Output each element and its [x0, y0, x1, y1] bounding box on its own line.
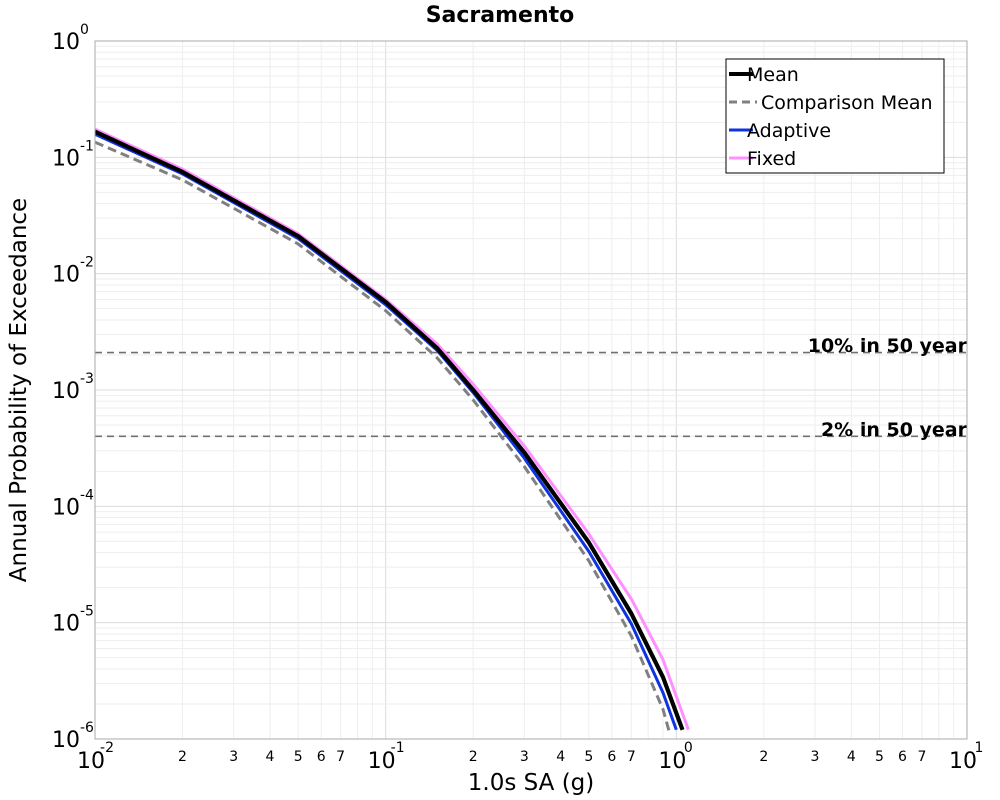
- x-minor-tick-label: 3: [520, 749, 529, 765]
- x-minor-tick-label: 5: [875, 749, 884, 765]
- legend-box: [725, 58, 945, 174]
- x-tick-label: 10: [949, 749, 977, 774]
- y-tick-label: 10: [52, 146, 80, 171]
- legend-label: Adaptive: [747, 120, 831, 142]
- reference-line-label: 10% in 50 year: [808, 335, 968, 357]
- x-minor-tick-label: 7: [627, 749, 636, 765]
- legend-label: Mean: [747, 64, 799, 86]
- x-tick-exponent: -1: [391, 740, 405, 756]
- series-lines: [95, 127, 690, 735]
- plot-border: [94, 40, 968, 740]
- legend: Mean Comparison Mean Adaptive Fixed: [725, 58, 945, 174]
- x-tick-exponent: 0: [684, 740, 693, 756]
- x-minor-tick-label: 3: [229, 749, 238, 765]
- x-minor-tick-label: 6: [607, 749, 616, 765]
- x-tick-label: 10: [658, 749, 686, 774]
- x-minor-tick-label: 7: [336, 749, 345, 765]
- x-minor-tick-label: 2: [178, 749, 187, 765]
- y-tick-label: 10: [52, 612, 80, 637]
- y-tick-label: 10: [52, 495, 80, 520]
- x-minor-tick-label: 4: [556, 749, 565, 765]
- y-tick-label: 10: [52, 379, 80, 404]
- y-tick-exponent: -2: [80, 255, 94, 271]
- grid: [94, 41, 967, 740]
- x-tick-exponent: 1: [975, 740, 984, 756]
- chart-title: Sacramento: [426, 3, 575, 28]
- x-minor-tick-label: 6: [317, 749, 326, 765]
- y-tick-exponent: 0: [80, 22, 89, 38]
- x-tick-exponent: -2: [100, 740, 114, 756]
- x-axis-title: 1.0s SA (g): [468, 770, 595, 796]
- x-minor-tick-label: 2: [759, 749, 768, 765]
- reference-lines: 10% in 50 year 2% in 50 year: [95, 335, 968, 441]
- x-minor-tick-label: 6: [898, 749, 907, 765]
- x-tick-label: 10: [368, 749, 396, 774]
- y-axis-title: Annual Probability of Exceedance: [6, 198, 32, 582]
- y-tick-label: 10: [52, 728, 80, 753]
- y-tick-exponent: -1: [80, 138, 94, 154]
- series-line-comparison-mean: [95, 140, 672, 735]
- x-minor-tick-label: 5: [294, 749, 303, 765]
- x-minor-tick-label: 2: [469, 749, 478, 765]
- y-tick-exponent: -4: [80, 487, 94, 503]
- x-tick-label: 10: [77, 749, 105, 774]
- y-tick-label: 10: [52, 30, 80, 55]
- series-line-fixed: [95, 127, 690, 731]
- legend-label: Comparison Mean: [761, 92, 933, 114]
- series-line-mean: [95, 129, 685, 731]
- legend-label: Fixed: [747, 148, 796, 170]
- x-minor-tick-label: 7: [918, 749, 927, 765]
- reference-line-label: 2% in 50 year: [821, 419, 968, 441]
- x-minor-tick-label: 3: [811, 749, 820, 765]
- y-tick-exponent: -5: [80, 604, 94, 620]
- y-tick-label: 10: [52, 263, 80, 288]
- y-tick-exponent: -6: [80, 720, 94, 736]
- x-minor-tick-label: 5: [584, 749, 593, 765]
- x-minor-tick-label: 4: [847, 749, 856, 765]
- y-tick-exponent: -3: [80, 371, 94, 387]
- x-minor-tick-label: 4: [266, 749, 275, 765]
